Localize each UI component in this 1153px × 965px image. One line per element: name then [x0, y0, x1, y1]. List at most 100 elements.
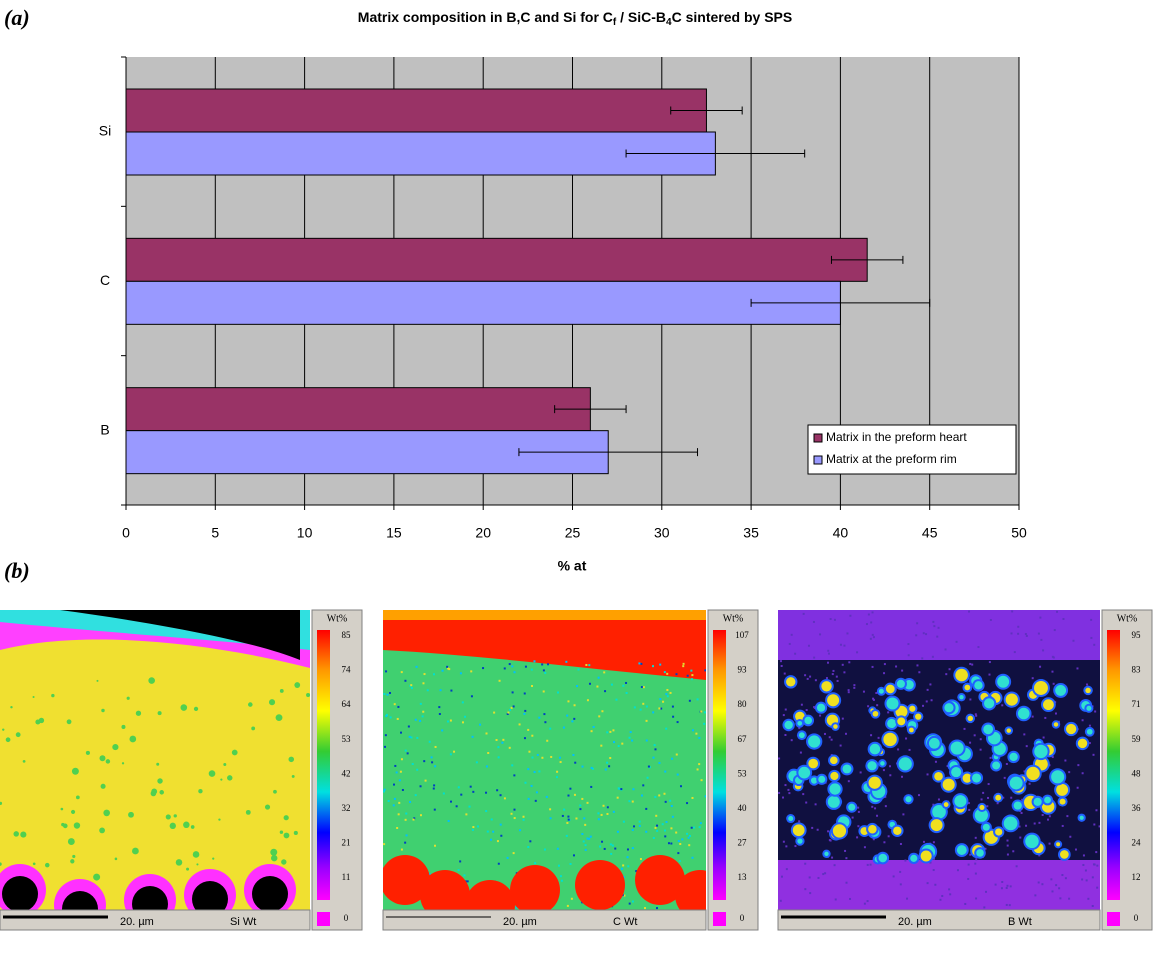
map-dot: [806, 677, 809, 680]
map-dot: [459, 672, 462, 675]
map-dot: [264, 804, 271, 810]
map-dot: [932, 857, 935, 860]
map-dot: [121, 762, 125, 765]
map-dot: [283, 815, 289, 821]
map-dot: [974, 681, 983, 690]
map-dot: [800, 703, 803, 706]
map-dot: [527, 768, 530, 771]
map-dot: [1042, 736, 1045, 739]
map-dot: [871, 665, 874, 668]
map-dot: [830, 771, 839, 781]
map-dot: [691, 678, 694, 681]
x-tick-label: 45: [922, 525, 938, 541]
map-dot: [533, 771, 536, 774]
map-dot: [836, 679, 839, 682]
map-dot: [470, 670, 473, 673]
map-dot: [816, 703, 826, 712]
map-dot: [671, 815, 674, 818]
map-dot: [930, 819, 943, 832]
map-dot: [909, 705, 916, 712]
map-dot: [428, 872, 431, 875]
map-dot: [872, 698, 875, 701]
map-dot: [832, 824, 847, 838]
map-dot: [397, 705, 400, 708]
map-dot: [781, 875, 784, 878]
map-dot: [591, 767, 594, 770]
x-tick-label: 35: [743, 525, 759, 541]
map-dot: [816, 828, 819, 831]
map-dot: [642, 702, 645, 705]
map-dot: [1081, 878, 1084, 881]
map-dot: [1055, 884, 1058, 887]
map-dot: [964, 684, 971, 691]
map-dot: [546, 739, 549, 742]
error-bar: [670, 106, 743, 115]
map-dot: [617, 745, 620, 748]
map-dot: [1003, 816, 1018, 831]
map-dot: [804, 716, 813, 725]
map-dot: [944, 703, 954, 713]
map-dot: [408, 735, 411, 738]
map-dot: [275, 714, 283, 722]
map-blob: [252, 876, 288, 910]
map-dot: [905, 737, 908, 740]
error-bar: [750, 298, 931, 307]
map-dot: [929, 861, 932, 864]
map-dot: [857, 810, 860, 813]
map-dot: [664, 829, 667, 832]
map-dot: [869, 863, 872, 866]
map-dot: [523, 692, 526, 695]
map-dot: [1082, 854, 1085, 857]
map-dot: [401, 788, 404, 791]
map-dot: [808, 876, 811, 879]
map-dot: [704, 669, 706, 672]
map-dot: [995, 794, 1002, 801]
map-dot: [1005, 693, 1018, 706]
map-dot: [1054, 712, 1057, 715]
map-dot: [538, 716, 541, 719]
map-dot: [656, 824, 659, 827]
colorbar-zero: [317, 912, 330, 926]
map-dot: [1059, 798, 1066, 805]
map-dot: [419, 785, 422, 788]
map-dot: [778, 791, 781, 794]
map-dot: [899, 842, 902, 845]
y-tick-label: Si: [99, 123, 111, 139]
map-dot: [597, 818, 600, 821]
map-dot: [541, 756, 544, 759]
colorbar-tick-label: 93: [738, 665, 748, 675]
map-dot: [782, 714, 785, 717]
map-dot: [645, 830, 648, 833]
error-bar: [518, 448, 699, 457]
map-dot: [600, 813, 603, 816]
map-dot: [523, 712, 526, 715]
map-dot: [921, 657, 924, 660]
map-dot: [691, 729, 694, 732]
map-dot: [567, 794, 570, 797]
map-dot: [450, 800, 453, 803]
map-dot: [843, 644, 846, 647]
map-dot: [645, 807, 648, 810]
map-dot: [434, 745, 437, 748]
map-dot: [1013, 651, 1016, 654]
map-dot: [633, 706, 636, 709]
map-dot: [996, 802, 999, 805]
map-dot: [496, 840, 499, 843]
map-dot: [642, 784, 645, 787]
map-dot: [698, 736, 701, 739]
map-dot: [875, 692, 878, 695]
map-dot: [856, 651, 859, 654]
map-dot: [251, 726, 256, 731]
map-dot: [0, 801, 3, 805]
map-dot: [936, 635, 939, 638]
map-dot: [1048, 842, 1051, 845]
map-dot: [892, 875, 895, 878]
map-dot: [416, 736, 419, 739]
map-dot: [601, 710, 604, 713]
map-dot: [419, 814, 422, 817]
map-dot: [513, 808, 516, 811]
map-dot: [926, 882, 929, 885]
map-dot: [448, 668, 451, 671]
map-dot: [584, 848, 587, 851]
map-dot: [827, 694, 840, 707]
